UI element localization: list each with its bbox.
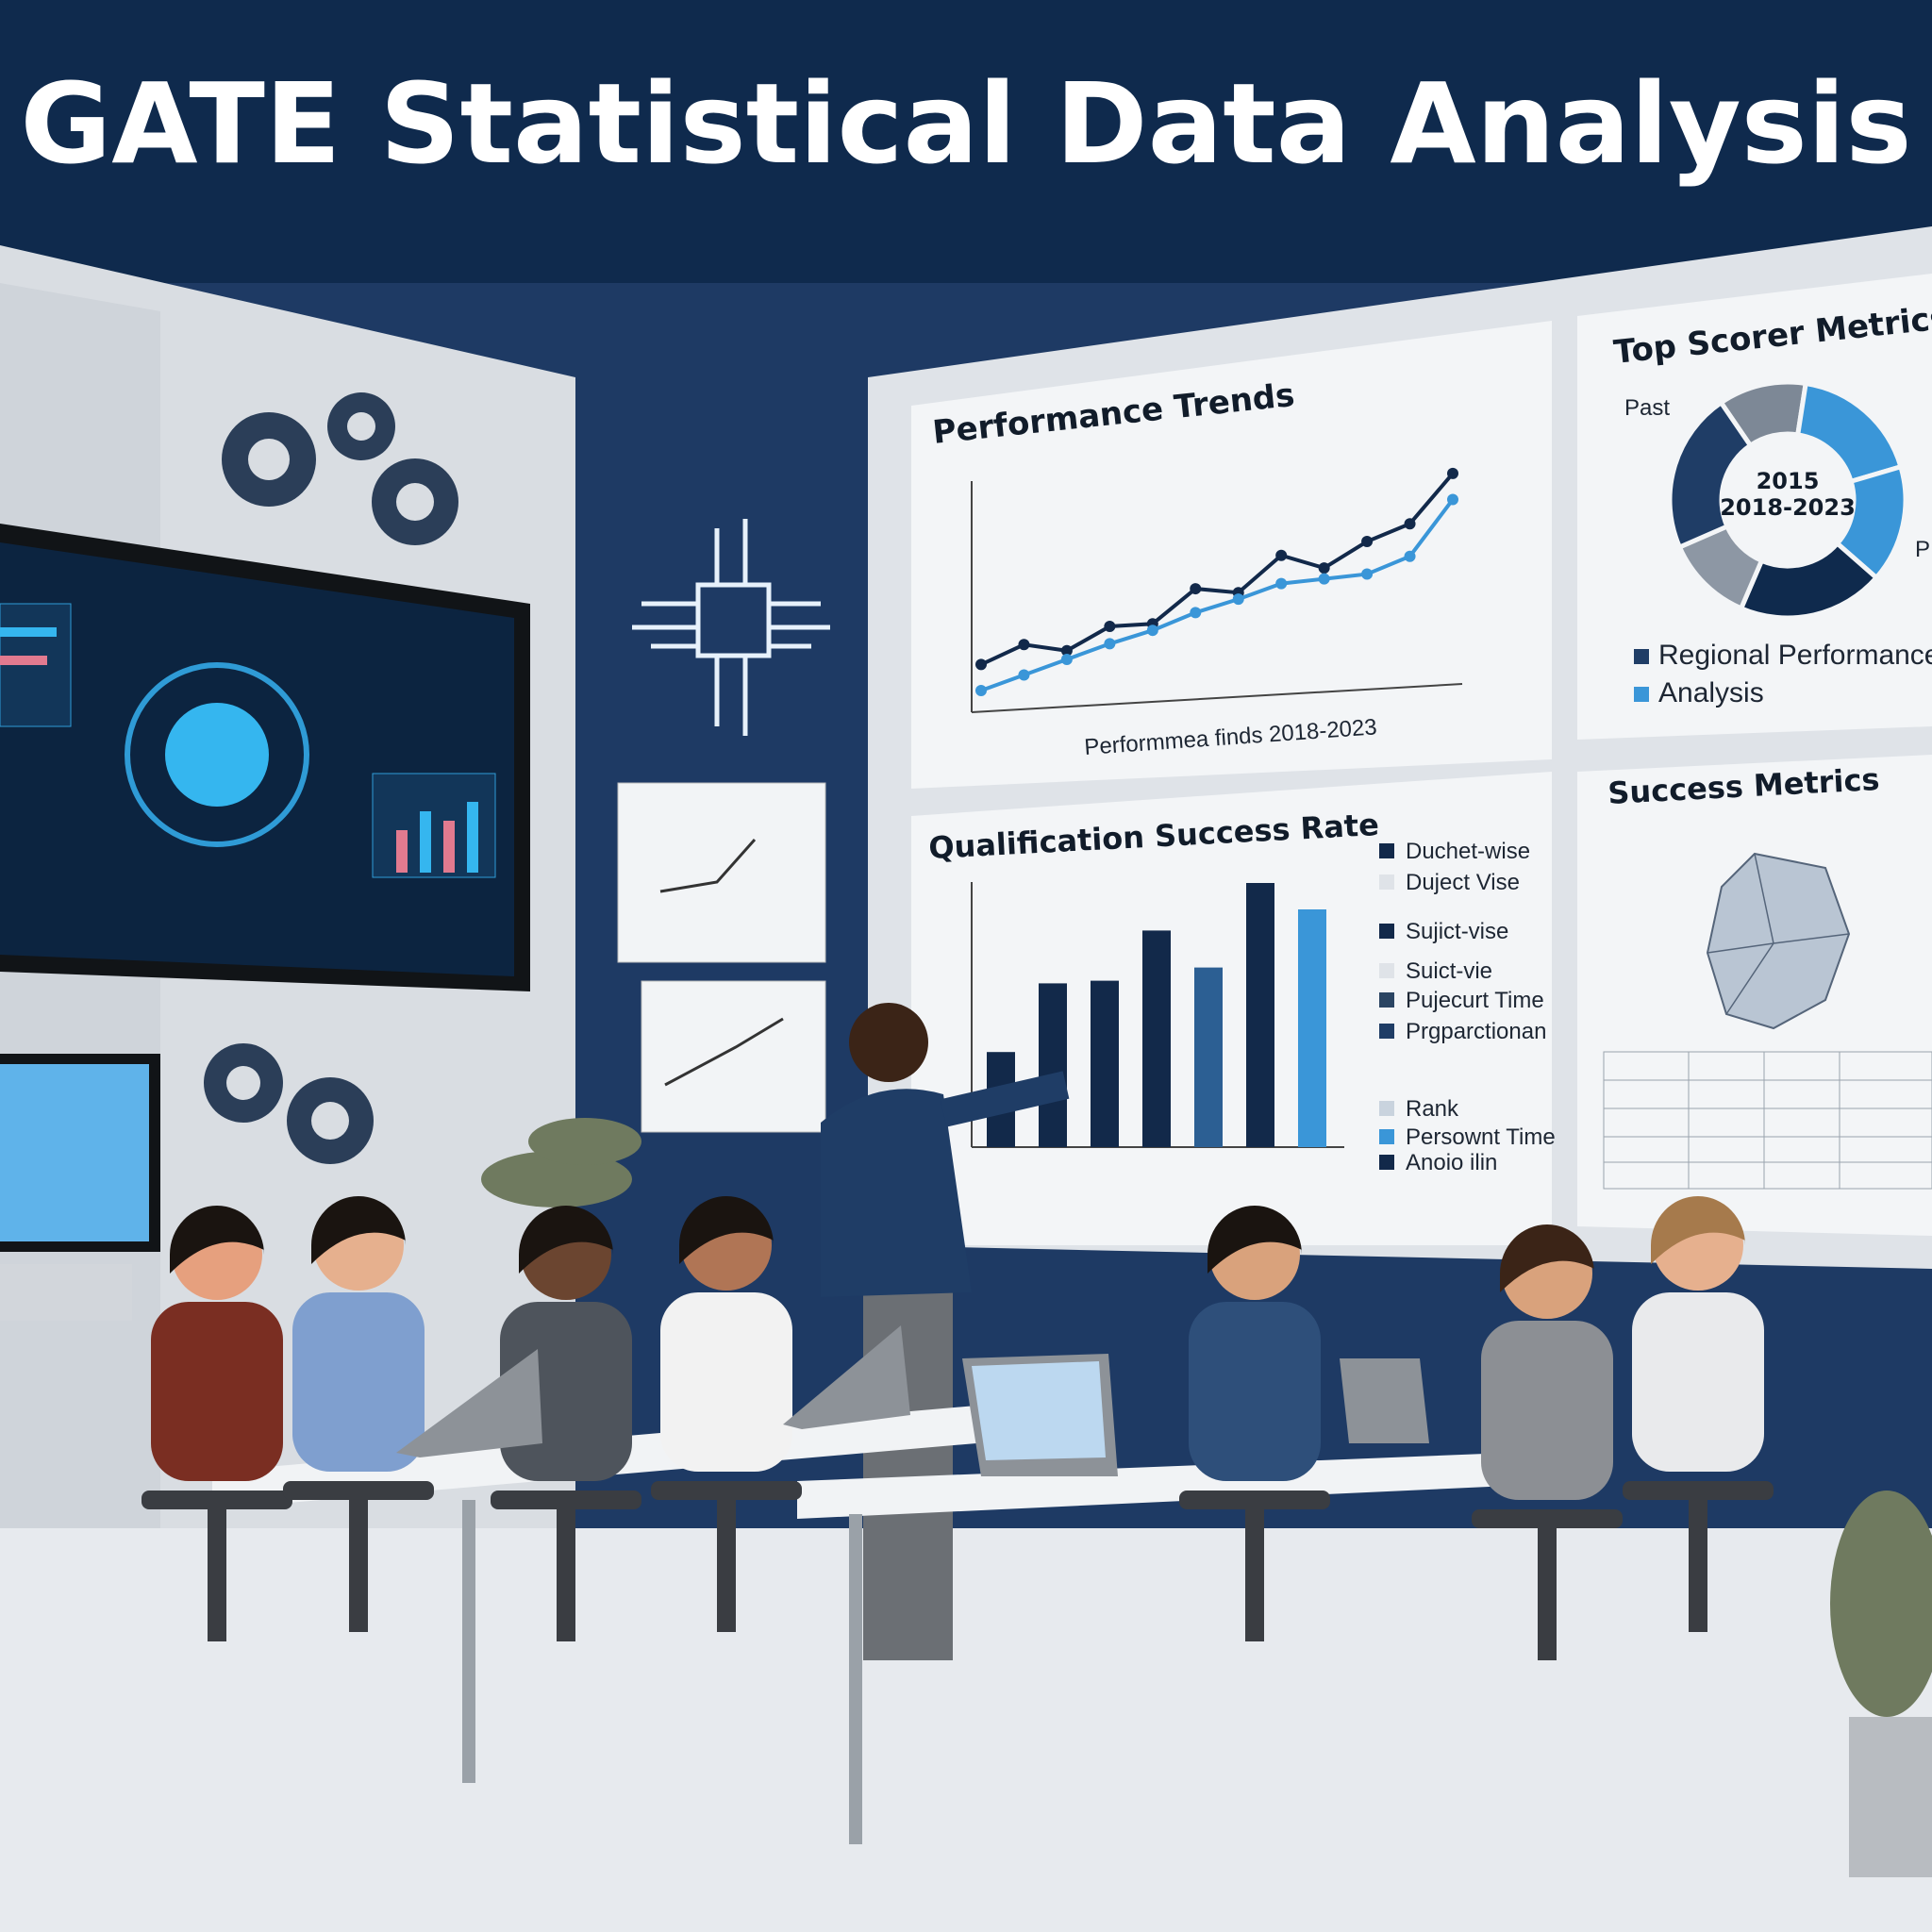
bar — [1246, 883, 1274, 1147]
legend-label: Anoio ilin — [1406, 1150, 1497, 1175]
data-point — [1146, 625, 1158, 637]
legend-swatch — [1379, 874, 1394, 890]
legend-regional-performance: Regional Performance — [1658, 640, 1932, 671]
presenter — [821, 1003, 1070, 1660]
bar — [1039, 983, 1067, 1147]
chair — [1472, 1509, 1623, 1528]
person — [142, 1206, 292, 1641]
data-point — [1447, 467, 1458, 479]
desk-monitor — [0, 1054, 160, 1321]
person — [1472, 1224, 1623, 1660]
floor — [0, 1528, 1932, 1932]
data-point — [1190, 607, 1202, 619]
legend-swatch — [1634, 687, 1649, 702]
series-line — [980, 472, 1455, 667]
table-leg — [849, 1514, 862, 1844]
data-point — [1018, 639, 1030, 651]
page-title: GATE Statistical Data Analysis — [20, 58, 1911, 189]
legend-analysis: Analysis — [1658, 677, 1764, 708]
legend-swatch — [1379, 843, 1394, 858]
data-point — [1275, 549, 1288, 561]
series-line — [980, 498, 1455, 692]
legend-label: Sujict-vise — [1406, 919, 1508, 944]
legend-swatch — [1379, 924, 1394, 939]
legend-swatch — [1379, 1101, 1394, 1116]
legend-label: Persownt Time — [1406, 1124, 1556, 1150]
data-point — [1318, 562, 1330, 575]
data-point — [1018, 669, 1030, 681]
circuit-chip-icon — [632, 519, 830, 736]
person — [651, 1196, 802, 1632]
data-point — [1060, 644, 1073, 657]
data-point — [975, 658, 987, 671]
data-point — [1361, 568, 1374, 580]
legend-swatch — [1379, 1024, 1394, 1039]
panel-top-scorer-metrics: Top Scorer Metrics 2015 2018-2023 Past P… — [1577, 274, 1932, 740]
legend-label: Suict-vie — [1406, 958, 1492, 984]
legend-label: Duject Vise — [1406, 870, 1520, 895]
data-point — [1404, 518, 1416, 530]
donut-callout-right: P — [1915, 537, 1930, 562]
blueprint-sketch — [617, 782, 826, 1133]
bar — [1091, 980, 1119, 1147]
bar — [1194, 967, 1223, 1147]
data-point — [1190, 583, 1202, 595]
data-point — [1318, 573, 1330, 585]
legend-swatch — [1634, 649, 1649, 664]
legend-label: Pujecurt Time — [1406, 988, 1544, 1013]
panel-qualification-success-rate: Qualification Success Rate Duchet-wiseDu… — [911, 772, 1556, 1245]
data-point — [1060, 653, 1073, 665]
donut-center-range: 2018-2023 — [1720, 494, 1856, 521]
plant — [481, 1118, 1932, 1877]
bar — [1142, 930, 1171, 1147]
panel-success-metrics: Success Metrics — [1577, 755, 1932, 1236]
data-point — [1275, 577, 1288, 590]
data-point — [1361, 536, 1374, 548]
legend-label: Rank — [1406, 1096, 1459, 1122]
table-right — [797, 1453, 1509, 1519]
panel-performance-trends: Performance Trends Performmea finds 2018… — [911, 321, 1552, 789]
data-point — [1404, 550, 1416, 562]
chair — [651, 1481, 802, 1500]
radar-chart — [1706, 852, 1851, 1030]
data-point — [975, 685, 987, 696]
donut-slice — [1667, 399, 1754, 551]
legend-swatch — [1379, 992, 1394, 1008]
chair — [491, 1491, 641, 1509]
chair — [1623, 1481, 1774, 1500]
donut-center-year: 2015 — [1757, 468, 1820, 494]
table-leg — [462, 1500, 475, 1783]
data-point — [1447, 493, 1458, 506]
gear-icon — [204, 392, 458, 1164]
legend-swatch — [1379, 963, 1394, 978]
donut-callout-past: Past — [1624, 395, 1670, 421]
chair — [283, 1481, 434, 1500]
person — [1623, 1196, 1774, 1632]
data-point — [1104, 621, 1116, 633]
data-point — [1104, 638, 1116, 650]
chair — [142, 1491, 292, 1509]
legend-label: Duchet-wise — [1406, 839, 1530, 864]
legend-swatch — [1379, 1129, 1394, 1144]
wall-monitor — [0, 524, 530, 991]
bar — [1298, 909, 1326, 1147]
person — [1179, 1206, 1330, 1641]
legend-label: Prgparctionan — [1406, 1019, 1546, 1044]
chair — [1179, 1491, 1330, 1509]
data-point — [1232, 593, 1244, 606]
legend-swatch — [1379, 1155, 1394, 1170]
laptop — [396, 1325, 1429, 1476]
person — [283, 1196, 434, 1632]
metrics-table — [1603, 1051, 1932, 1190]
title-band — [0, 0, 1932, 283]
